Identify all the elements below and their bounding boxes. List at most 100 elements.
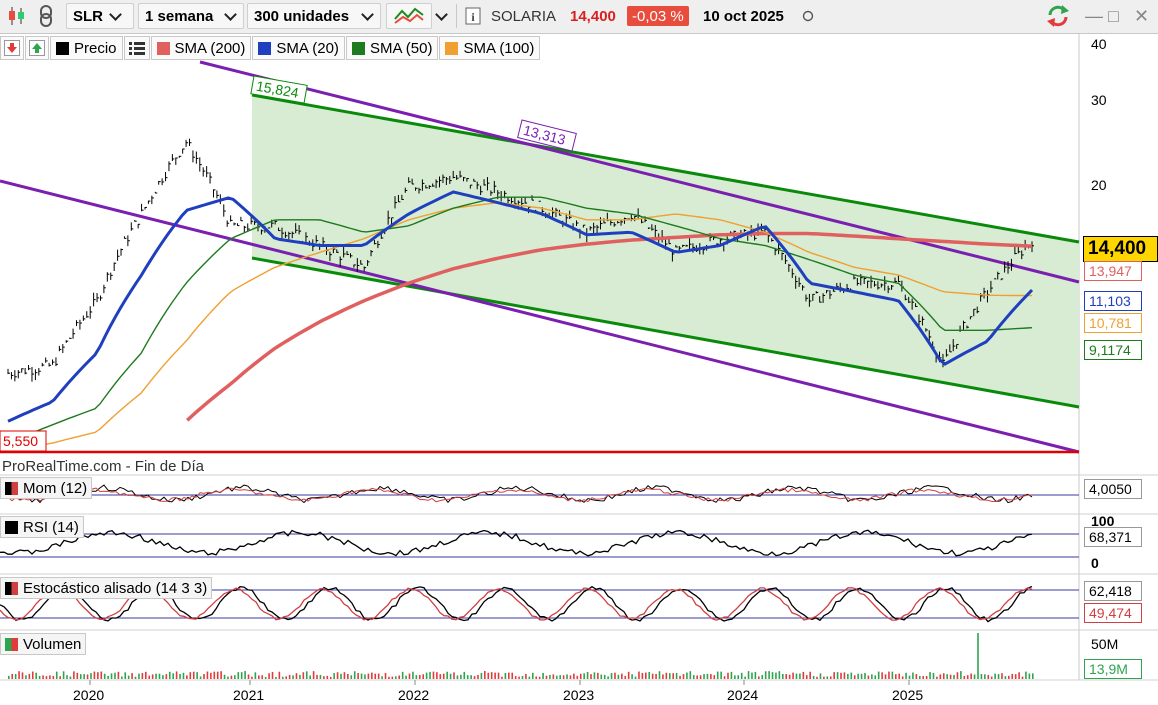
volume-bar [449,673,452,679]
legend-item-sma200[interactable]: SMA (200) [150,36,252,60]
ticker-selector[interactable]: SLR [66,3,134,29]
volume-bar [453,672,455,679]
sma20-price-tag: 11,103 [1084,291,1142,311]
volume-bar [977,633,979,679]
volume-tick: 50M [1091,636,1119,652]
timeframe-selector[interactable]: 1 semana [138,3,244,29]
y-tick-label: 30 [1091,92,1107,108]
volume-bar [107,675,109,679]
volume-bar [69,676,72,679]
chart-type-selector[interactable] [386,3,432,29]
sma20-line [7,190,1034,423]
quote-date: 10 oct 2025 [703,7,784,25]
stoch-panel-label[interactable]: Estocástico alisado (14 3 3) [0,577,213,599]
volume-bar [966,675,969,679]
volume-bar [651,673,654,679]
volume-bar [891,671,894,679]
volume-panel-label[interactable]: Volumen [0,633,87,655]
volume-bar [460,674,462,679]
rsi-label: RSI (14) [23,518,79,536]
volume-bar [877,671,880,679]
volume-bar [59,676,61,679]
sma200-swatch [156,41,170,55]
volume-bar [254,672,257,679]
list-icon [128,42,145,55]
legend-item-price[interactable]: Precio [50,36,123,60]
volume-bar [251,676,253,679]
arrow-down-button[interactable] [0,36,24,60]
candlestick-icon[interactable] [4,3,32,29]
volume-bar [610,673,613,679]
arrow-up-button[interactable] [25,36,49,60]
source-label: ProRealTime.com - Fin de Día [2,458,205,475]
volume-bar [583,673,585,679]
volume-bar [189,672,192,679]
volume-bar [847,673,849,679]
volume-bar [802,671,805,679]
stoch-d-series [0,586,1033,621]
refresh-icon[interactable] [1044,3,1076,29]
channel-high-tag: 15,824 [250,75,308,104]
minimize-icon[interactable]: — [1085,6,1103,26]
volume-bar [264,676,267,679]
volume-bar [353,671,356,679]
volume-bar [186,675,188,679]
volume-bar [562,675,565,679]
volume-bar [898,673,901,679]
volume-bar [963,676,966,679]
legend-item-sma100[interactable]: SMA (100) [439,36,541,60]
volume-value-tag: 13,9M [1084,659,1142,679]
sma200-line [186,231,1033,422]
close-icon[interactable]: ✕ [1134,6,1150,26]
volume-bar [100,671,103,679]
x-tick-label: 2022 [398,687,430,703]
support-level-tag [0,430,47,452]
support-trend-line [0,179,1080,454]
volume-bar [90,673,92,679]
volume-bar [853,675,856,679]
volume-bar [394,676,397,679]
volume-bar [829,676,832,679]
volume-bar [867,675,870,679]
volume-bar [45,676,48,679]
rsi-panel-label[interactable]: RSI (14) [0,516,84,538]
info-icon[interactable]: i [465,3,485,29]
legend-item-sma20[interactable]: SMA (20) [252,36,345,60]
volume-bar [723,676,726,679]
volume-bar [326,675,329,679]
x-tick-label: 2020 [73,687,105,703]
volume-bar [860,673,863,679]
volume-bar [785,674,788,679]
volume-bar [555,675,558,679]
volume-bar [809,671,811,679]
volume-bars-group [8,633,1034,679]
volume-bar [792,672,794,679]
volume-bar [960,671,962,679]
volume-bar [912,672,914,679]
units-selector[interactable]: 300 unidades [247,3,381,29]
volume-bar [805,675,808,679]
legend-list-button[interactable] [123,36,150,60]
volume-bar [521,676,524,679]
volume-bar [593,672,596,679]
stoch-k-value-tag: 62,418 [1084,581,1142,601]
volume-bar [271,671,274,679]
legend-item-sma50[interactable]: SMA (50) [345,36,439,60]
volume-bar [206,671,209,679]
legend-sma100-label: SMA (100) [463,39,535,57]
maximize-icon[interactable]: □ [1108,6,1119,26]
volume-bar [665,672,668,679]
volume-bar [227,676,229,679]
mom-panel-label[interactable]: Mom (12) [0,477,93,499]
arrow-up-icon [29,40,45,56]
x-tick-label: 2021 [233,687,265,703]
volume-bar [367,673,370,679]
volume-bar [771,672,774,679]
legend-sma50-label: SMA (50) [369,39,433,57]
volume-bar [662,674,664,679]
volume-bar [79,674,82,679]
link-icon[interactable] [36,3,62,29]
volume-bar [871,674,873,679]
volume-bar [761,674,764,679]
